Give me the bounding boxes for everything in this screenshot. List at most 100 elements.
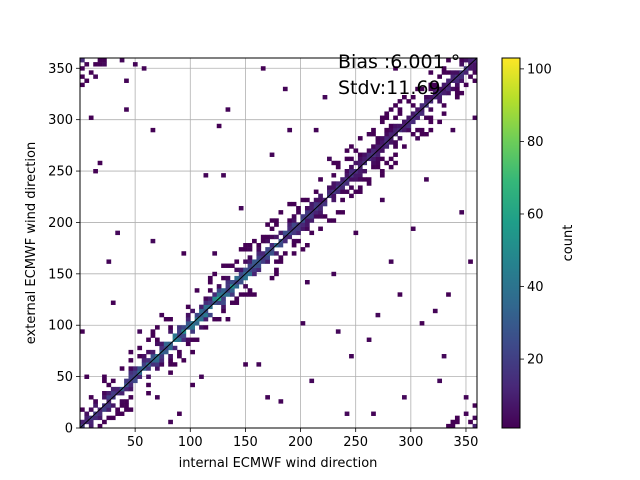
- heatmap-cell: [419, 132, 425, 137]
- heatmap-cell: [119, 411, 125, 416]
- heatmap-cell: [300, 247, 306, 252]
- heatmap-cell: [393, 66, 398, 71]
- heatmap-cell: [300, 226, 306, 231]
- heatmap-cell: [216, 317, 222, 322]
- x-axis-ticks: 50 100 150 200 250 300 350: [127, 428, 479, 450]
- heatmap-cell: [304, 222, 310, 227]
- heatmap-cell: [97, 62, 103, 67]
- heatmap-cell: [344, 181, 350, 186]
- heatmap-cell: [256, 267, 262, 273]
- heatmap-cell: [384, 132, 390, 137]
- heatmap-cell: [388, 156, 394, 162]
- heatmap-cell: [168, 325, 173, 330]
- heatmap-cell: [146, 349, 151, 355]
- heatmap-cell: [190, 337, 195, 342]
- heatmap-cell: [278, 259, 284, 264]
- heatmap-cell: [269, 251, 275, 256]
- heatmap-cell: [371, 132, 376, 137]
- heatmap-cell: [172, 333, 178, 338]
- heatmap-cell: [318, 197, 323, 203]
- heatmap-cell: [454, 415, 460, 421]
- y-axis-ticks: 0 50 100 150 200 250 300 350: [48, 62, 80, 437]
- heatmap-cell: [93, 169, 98, 174]
- heatmap-cell: [472, 423, 477, 428]
- heatmap-cell: [247, 288, 253, 293]
- heatmap-cell: [225, 317, 231, 322]
- heatmap-cell: [344, 148, 350, 153]
- heatmap-cell: [150, 354, 156, 359]
- heatmap-cell: [318, 193, 323, 199]
- heatmap-cell: [80, 419, 85, 425]
- heatmap-cell: [185, 312, 191, 318]
- heatmap-cell: [287, 127, 293, 133]
- heatmap-cell: [203, 325, 209, 330]
- heatmap-cell: [287, 201, 293, 207]
- heatmap-cell: [172, 362, 178, 367]
- heatmap-cell: [415, 86, 420, 92]
- heatmap-cell: [304, 280, 310, 285]
- heatmap-cell: [331, 271, 337, 277]
- heatmap-cell: [428, 86, 434, 92]
- heatmap-cell: [181, 358, 187, 363]
- heatmap-cell: [406, 127, 412, 133]
- heatmap-cell: [432, 90, 438, 96]
- heatmap-cell: [150, 333, 156, 338]
- heatmap-cell: [415, 136, 420, 141]
- heatmap-cell: [247, 247, 253, 252]
- heatmap-cell: [379, 148, 385, 153]
- heatmap-cell: [168, 370, 173, 375]
- heatmap-cell: [419, 127, 425, 133]
- heatmap-cell: [300, 197, 306, 203]
- heatmap-cell: [88, 407, 94, 412]
- heatmap-cell: [225, 292, 231, 297]
- heatmap-cell: [80, 82, 85, 88]
- heatmap-cell: [110, 300, 116, 305]
- heatmap-cell: [159, 345, 165, 351]
- heatmap-cell: [168, 354, 173, 359]
- heatmap-cell: [269, 275, 275, 281]
- heatmap-cell: [415, 127, 420, 133]
- heatmap-cell: [402, 127, 407, 133]
- heatmap-cell: [366, 337, 372, 342]
- heatmap-cell: [168, 362, 173, 367]
- heatmap-cell: [238, 267, 244, 273]
- heatmap-cell: [190, 329, 195, 334]
- heatmap-cell: [88, 395, 94, 400]
- heatmap-cell: [212, 251, 218, 256]
- heatmap-cell: [318, 177, 323, 182]
- heatmap-cell: [247, 243, 253, 248]
- heatmap-cell: [265, 247, 270, 252]
- heatmap-cell: [410, 111, 416, 116]
- heatmap-cell: [177, 337, 182, 342]
- heatmap-cell: [199, 308, 204, 314]
- heatmap-cell: [296, 206, 301, 211]
- heatmap-cell: [349, 164, 354, 170]
- heatmap-cell: [93, 403, 98, 408]
- heatmap-cell: [207, 312, 213, 318]
- heatmap-cell: [353, 230, 359, 236]
- heatmap-cell: [450, 127, 456, 133]
- heatmap-cell: [84, 415, 90, 421]
- colorbar-tick-label: 20: [527, 353, 544, 368]
- heatmap-cell: [472, 62, 477, 67]
- y-tick-label: 250: [48, 165, 73, 180]
- heatmap-cell: [247, 259, 253, 264]
- heatmap-cell: [291, 230, 297, 236]
- heatmap-cell: [357, 173, 363, 178]
- x-tick-label: 350: [454, 435, 479, 450]
- heatmap-cell: [177, 411, 182, 416]
- heatmap-cell: [379, 136, 385, 141]
- heatmap-cell: [185, 317, 191, 322]
- heatmap-cell: [349, 177, 354, 182]
- heatmap-cell: [102, 374, 107, 379]
- heatmap-cell: [154, 341, 160, 347]
- heatmap-cell: [278, 243, 284, 248]
- heatmap-cell: [406, 123, 412, 129]
- heatmap-cell: [128, 407, 134, 412]
- heatmap-cell: [154, 358, 160, 363]
- heatmap-cell: [154, 395, 160, 400]
- heatmap-cell: [331, 185, 337, 190]
- heatmap-cell: [269, 218, 275, 223]
- heatmap-cell: [357, 185, 363, 190]
- heatmap-cell: [375, 164, 381, 170]
